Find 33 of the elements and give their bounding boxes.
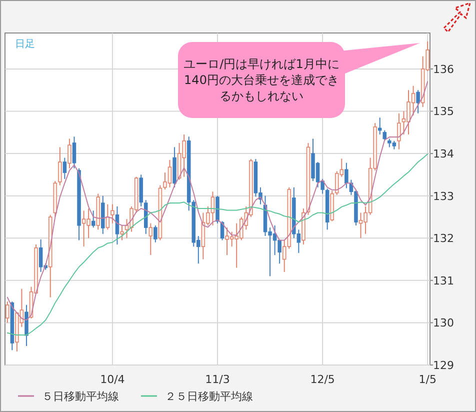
candlestick [72, 136, 76, 169]
candlestick [416, 90, 420, 114]
candlestick [344, 162, 348, 189]
candlestick [91, 210, 96, 228]
candlestick [320, 178, 324, 194]
candlestick [148, 222, 153, 256]
text: 日足 [15, 39, 35, 50]
candlestick [382, 130, 387, 142]
y-tick-label: 132 [433, 232, 454, 246]
x-tick-label: 10/4 [100, 373, 125, 386]
y-tick-label: 133 [433, 190, 454, 203]
candlestick [110, 204, 114, 224]
candlestick [6, 301, 10, 324]
y-tick-label: 129 [433, 359, 454, 372]
candlestick [120, 224, 124, 241]
x-tick-label: 11/3 [205, 373, 230, 386]
y-tick-label: 135 [433, 105, 454, 118]
candlestick [154, 224, 158, 243]
y-tick-label: 130 [433, 316, 454, 330]
y-tick-label: 134 [433, 148, 454, 161]
candlestick [68, 138, 72, 169]
y-tick-label: 136 [433, 62, 454, 76]
legend-label: ２５日移動平均線 [165, 390, 253, 403]
x-tick-label: 1/5 [418, 373, 436, 386]
y-tick-label: 131 [433, 274, 454, 288]
candlestick [62, 157, 67, 180]
x-tick-label: 12/5 [310, 373, 335, 386]
candlestick [24, 304, 28, 346]
candlestick [397, 112, 401, 150]
legend-label: ５日移動平均線 [42, 390, 119, 403]
candlestick [58, 146, 62, 186]
annotation: ユーロ/円は早ければ1月中に140円の大台乗せを達成できるかもしれない [182, 56, 340, 105]
line-series [6, 153, 428, 336]
